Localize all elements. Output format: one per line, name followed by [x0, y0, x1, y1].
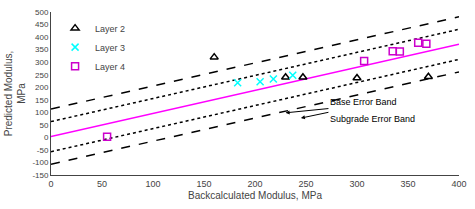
svg-text:250: 250 [35, 70, 49, 79]
svg-text:-50: -50 [37, 146, 49, 155]
svg-text:300: 300 [35, 58, 49, 67]
svg-text:150: 150 [196, 179, 211, 189]
svg-text:Subgrade Error Band: Subgrade Error Band [330, 114, 415, 124]
svg-text:50: 50 [39, 121, 48, 130]
svg-text:Predicted Modulus,MPa: Predicted Modulus,MPa [3, 51, 27, 137]
svg-text:200: 200 [247, 179, 262, 189]
svg-text:100: 100 [145, 179, 160, 189]
svg-text:200: 200 [35, 83, 49, 92]
svg-text:-100: -100 [32, 158, 49, 167]
svg-text:Layer 4: Layer 4 [95, 62, 125, 72]
svg-text:250: 250 [298, 179, 313, 189]
svg-text:Backcalculated Modulus, MPa: Backcalculated Modulus, MPa [188, 190, 322, 201]
svg-text:400: 400 [35, 33, 49, 42]
svg-text:500: 500 [35, 8, 49, 17]
svg-text:400: 400 [451, 179, 466, 189]
svg-text:350: 350 [35, 45, 49, 54]
svg-text:Layer 3: Layer 3 [95, 43, 125, 53]
svg-text:300: 300 [349, 179, 364, 189]
svg-text:100: 100 [35, 108, 49, 117]
svg-text:0: 0 [48, 179, 53, 189]
svg-text:350: 350 [400, 179, 415, 189]
svg-text:150: 150 [35, 96, 49, 105]
svg-text:Layer 2: Layer 2 [95, 24, 125, 34]
svg-text:450: 450 [35, 20, 49, 29]
svg-text:0: 0 [44, 133, 49, 142]
svg-text:Base Error Band: Base Error Band [330, 97, 397, 107]
svg-text:50: 50 [97, 179, 107, 189]
svg-text:-150: -150 [32, 171, 49, 180]
